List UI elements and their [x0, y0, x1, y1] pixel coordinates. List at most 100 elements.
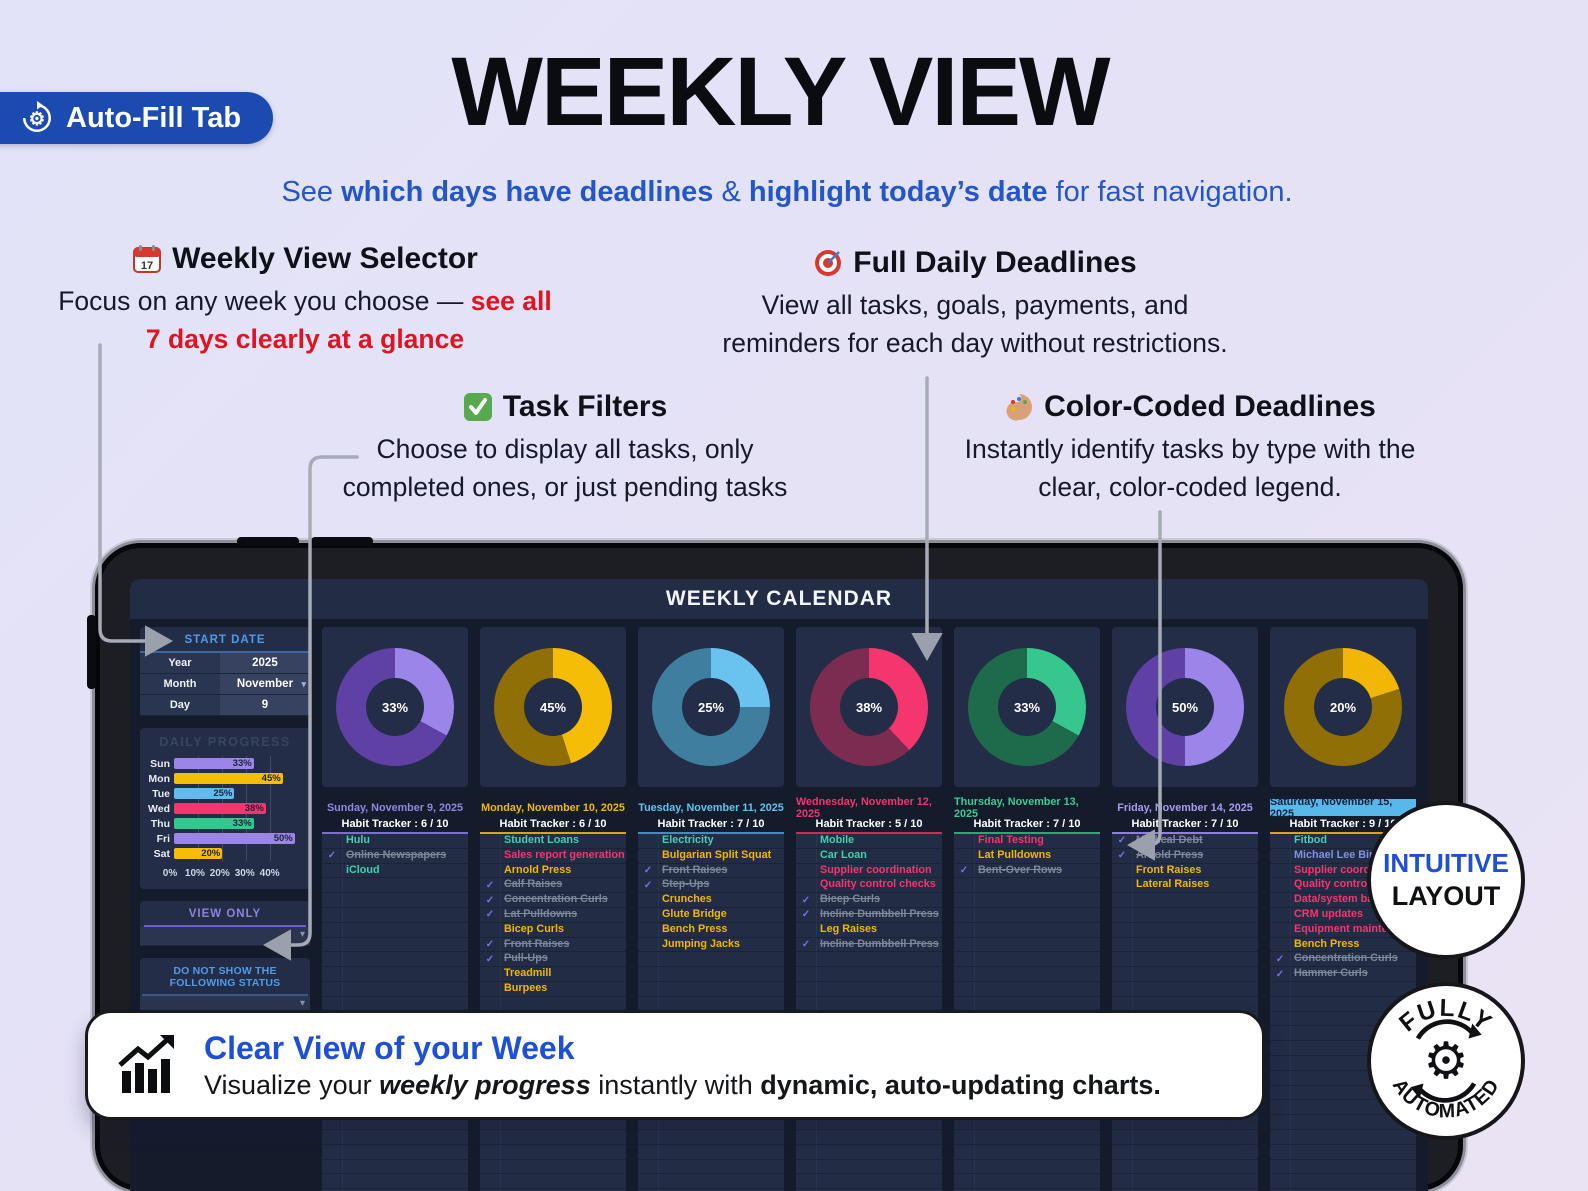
task-check-cell[interactable]: [1270, 907, 1291, 922]
checkmark-icon[interactable]: ✓: [480, 878, 501, 893]
task-label: [501, 1160, 626, 1174]
task-check-cell[interactable]: [796, 922, 817, 937]
task-row[interactable]: Quality control checks: [796, 878, 942, 894]
task-label: [975, 938, 1100, 952]
task-check-cell[interactable]: [796, 878, 817, 893]
task-row[interactable]: Bench Press: [1270, 937, 1416, 953]
task-row[interactable]: Glute Bridge: [638, 907, 784, 923]
task-row[interactable]: Treadmill: [480, 967, 626, 982]
task-check-cell[interactable]: [480, 863, 501, 878]
task-row[interactable]: ✓ Calf Raises: [480, 878, 626, 894]
task-row[interactable]: Sales report generation: [480, 848, 626, 864]
checkmark-icon[interactable]: ✓: [796, 937, 817, 952]
task-row[interactable]: Jumping Jacks: [638, 937, 784, 953]
task-row[interactable]: ✓ Front Raises: [480, 937, 626, 953]
task-row[interactable]: iCloud: [322, 863, 468, 879]
task-row[interactable]: ✓ Bent-Over Rows: [954, 863, 1100, 879]
task-row[interactable]: ✓ Concentration Curls: [1270, 952, 1416, 968]
task-check-cell[interactable]: [480, 967, 501, 981]
task-row[interactable]: Crunches: [638, 893, 784, 908]
task-check-cell[interactable]: [1270, 922, 1291, 937]
task-row[interactable]: Front Raises: [1112, 863, 1258, 879]
donut-chart-panel: 38%: [796, 627, 942, 787]
task-check-cell[interactable]: [638, 848, 659, 863]
task-check-cell[interactable]: [638, 893, 659, 907]
task-row[interactable]: Bulgarian Split Squat: [638, 848, 784, 864]
checkmark-icon[interactable]: ✓: [1112, 848, 1133, 863]
task-row[interactable]: Lateral Raises: [1112, 878, 1258, 894]
checkmark-icon[interactable]: ✓: [796, 907, 817, 922]
task-row[interactable]: Electricity: [638, 834, 784, 849]
task-row[interactable]: Final Testing: [954, 834, 1100, 849]
task-check-cell[interactable]: [638, 907, 659, 922]
task-check-cell[interactable]: [954, 834, 975, 848]
task-row[interactable]: ✓ Hammer Curls: [1270, 967, 1416, 982]
task-check-cell[interactable]: [638, 937, 659, 952]
task-check-cell[interactable]: [480, 922, 501, 937]
task-check-cell[interactable]: [1112, 863, 1133, 878]
checkmark-icon[interactable]: ✓: [1270, 952, 1291, 967]
checkmark-icon[interactable]: ✓: [322, 848, 343, 863]
task-check-cell[interactable]: [796, 863, 817, 878]
task-row[interactable]: Lat Pulldowns: [954, 848, 1100, 864]
day-date-header: Wednesday, November 12, 2025: [796, 795, 932, 820]
task-row[interactable]: Student Loans: [480, 834, 626, 849]
start-date-value[interactable]: November ▾: [219, 674, 310, 694]
checkmark-icon[interactable]: ✓: [796, 893, 817, 907]
task-check-cell[interactable]: [480, 834, 501, 848]
task-check-cell[interactable]: [954, 848, 975, 863]
checkmark-icon[interactable]: ✓: [1112, 834, 1133, 848]
task-check-cell[interactable]: [322, 834, 343, 848]
task-check-cell[interactable]: [480, 981, 501, 996]
task-check-cell[interactable]: [796, 834, 817, 848]
tablet-side-button: [87, 615, 96, 689]
task-check-cell: [322, 893, 343, 907]
task-check-cell[interactable]: [480, 848, 501, 863]
checkmark-icon[interactable]: ✓: [638, 878, 659, 893]
checkmark-icon[interactable]: ✓: [1270, 967, 1291, 981]
task-check-cell[interactable]: [1270, 937, 1291, 952]
task-label: [343, 952, 468, 966]
task-check-cell[interactable]: [638, 834, 659, 848]
task-check-cell[interactable]: [1270, 893, 1291, 907]
task-row: [954, 981, 1100, 997]
task-row[interactable]: ✓ Front Raises: [638, 863, 784, 879]
task-check-cell[interactable]: [1270, 863, 1291, 878]
checkmark-icon[interactable]: ✓: [480, 893, 501, 907]
task-row[interactable]: Mobile: [796, 834, 942, 849]
task-row[interactable]: Bench Press: [638, 922, 784, 938]
task-row[interactable]: ✓ Medical Debt: [1112, 834, 1258, 849]
task-row[interactable]: Arnold Press: [480, 863, 626, 879]
task-label: [343, 878, 468, 892]
task-check-cell[interactable]: [1112, 878, 1133, 893]
task-row[interactable]: Leg Raises: [796, 922, 942, 938]
task-row[interactable]: ✓ Lat Pulldowns: [480, 907, 626, 923]
task-check-cell[interactable]: [1270, 848, 1291, 863]
checkmark-icon[interactable]: ✓: [638, 863, 659, 878]
task-row[interactable]: Hulu: [322, 834, 468, 849]
checkmark-icon[interactable]: ✓: [480, 907, 501, 922]
task-row[interactable]: Car Loan: [796, 848, 942, 864]
progress-bar: 38%: [174, 803, 266, 814]
task-row: [1112, 937, 1258, 953]
task-row[interactable]: ✓ Concentration Curls: [480, 893, 626, 908]
task-row[interactable]: Burpees: [480, 981, 626, 997]
task-check-cell[interactable]: [796, 848, 817, 863]
task-row[interactable]: ✓ Bicep Curls: [796, 893, 942, 908]
task-row[interactable]: ✓ Pull-Ups: [480, 952, 626, 968]
task-row[interactable]: ✓ Online Newspapers: [322, 848, 468, 864]
task-row[interactable]: ✓ Incline Dumbbell Press: [796, 907, 942, 923]
checkmark-icon[interactable]: ✓: [480, 952, 501, 967]
task-row[interactable]: ✓ Step-Ups: [638, 878, 784, 894]
task-check-cell[interactable]: [1270, 834, 1291, 848]
task-row[interactable]: Bicep Curls: [480, 922, 626, 938]
task-check-cell[interactable]: [638, 922, 659, 937]
task-row[interactable]: Supplier coordination: [796, 863, 942, 879]
task-check-cell[interactable]: [322, 863, 343, 878]
task-row[interactable]: ✓ Incline Dumbbell Press: [796, 937, 942, 953]
checkmark-icon[interactable]: ✓: [954, 863, 975, 878]
task-check-cell[interactable]: [1270, 878, 1291, 893]
checkmark-icon[interactable]: ✓: [480, 937, 501, 952]
view-only-dropdown[interactable]: ▾: [140, 927, 310, 946]
task-row[interactable]: ✓ Arnold Press: [1112, 848, 1258, 864]
